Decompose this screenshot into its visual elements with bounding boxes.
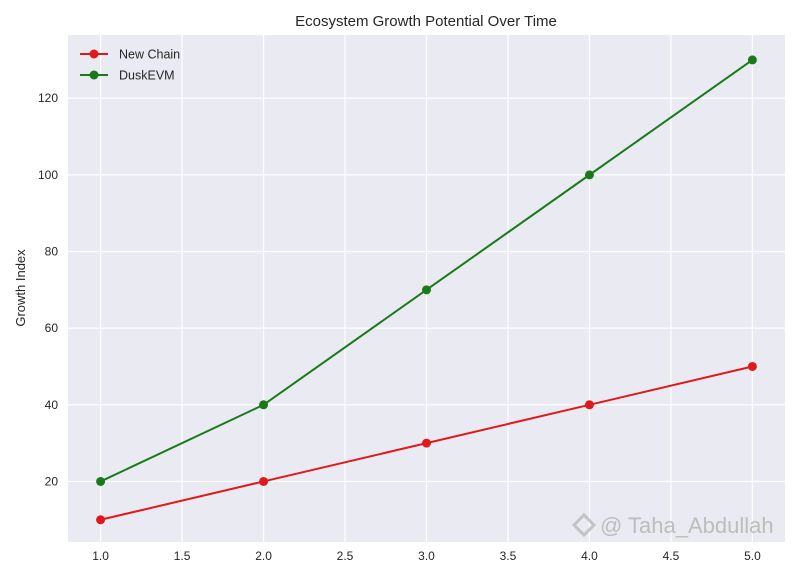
series-new-chain (96, 361, 757, 525)
legend-marker (89, 70, 99, 80)
grid (68, 35, 785, 542)
y-tick-label: 60 (45, 321, 59, 335)
y-tick-label: 120 (38, 91, 58, 105)
legend: New Chain DuskEVM (80, 48, 180, 83)
data-point (259, 476, 269, 486)
data-point (422, 285, 431, 295)
x-tick-label: 4.0 (581, 549, 598, 563)
x-tick-label: 3.5 (500, 549, 517, 563)
chart-title: Ecosystem Growth Potential Over Time (295, 13, 557, 30)
data-point (584, 400, 594, 410)
x-tick-label: 1.5 (174, 549, 191, 563)
data-point (422, 438, 431, 448)
x-tick-label: 5.0 (744, 549, 761, 563)
data-point (96, 515, 106, 525)
data-point (584, 170, 594, 180)
y-tick-label: 80 (45, 245, 59, 259)
y-tick-label: 40 (45, 398, 59, 412)
legend-label: New Chain (119, 48, 180, 62)
binance-logo-icon (571, 512, 597, 538)
x-tick-label: 2.0 (255, 549, 272, 563)
y-tick-label: 100 (38, 168, 58, 182)
x-tick-label: 3.0 (418, 549, 435, 563)
data-point (96, 476, 106, 486)
data-point (259, 400, 269, 410)
watermark: @ Taha_Abdullah (571, 512, 774, 538)
legend-marker (89, 49, 99, 59)
series-group (96, 55, 757, 525)
x-tick-label: 2.5 (337, 549, 354, 563)
x-tick-label: 1.0 (92, 549, 109, 563)
y-ticks: 20 40 60 80 100 120 (38, 91, 58, 488)
data-point (747, 55, 757, 65)
series-duskevm (96, 55, 757, 486)
data-point (747, 361, 757, 371)
x-tick-label: 4.5 (663, 549, 680, 563)
y-axis-label: Growth Index (13, 249, 28, 327)
x-ticks: 1.0 1.5 2.0 2.5 3.0 3.5 4.0 4.5 5.0 (92, 549, 761, 563)
legend-label: DuskEVM (119, 69, 175, 83)
y-tick-label: 20 (45, 474, 59, 488)
watermark-text: @ Taha_Abdullah (600, 513, 774, 538)
